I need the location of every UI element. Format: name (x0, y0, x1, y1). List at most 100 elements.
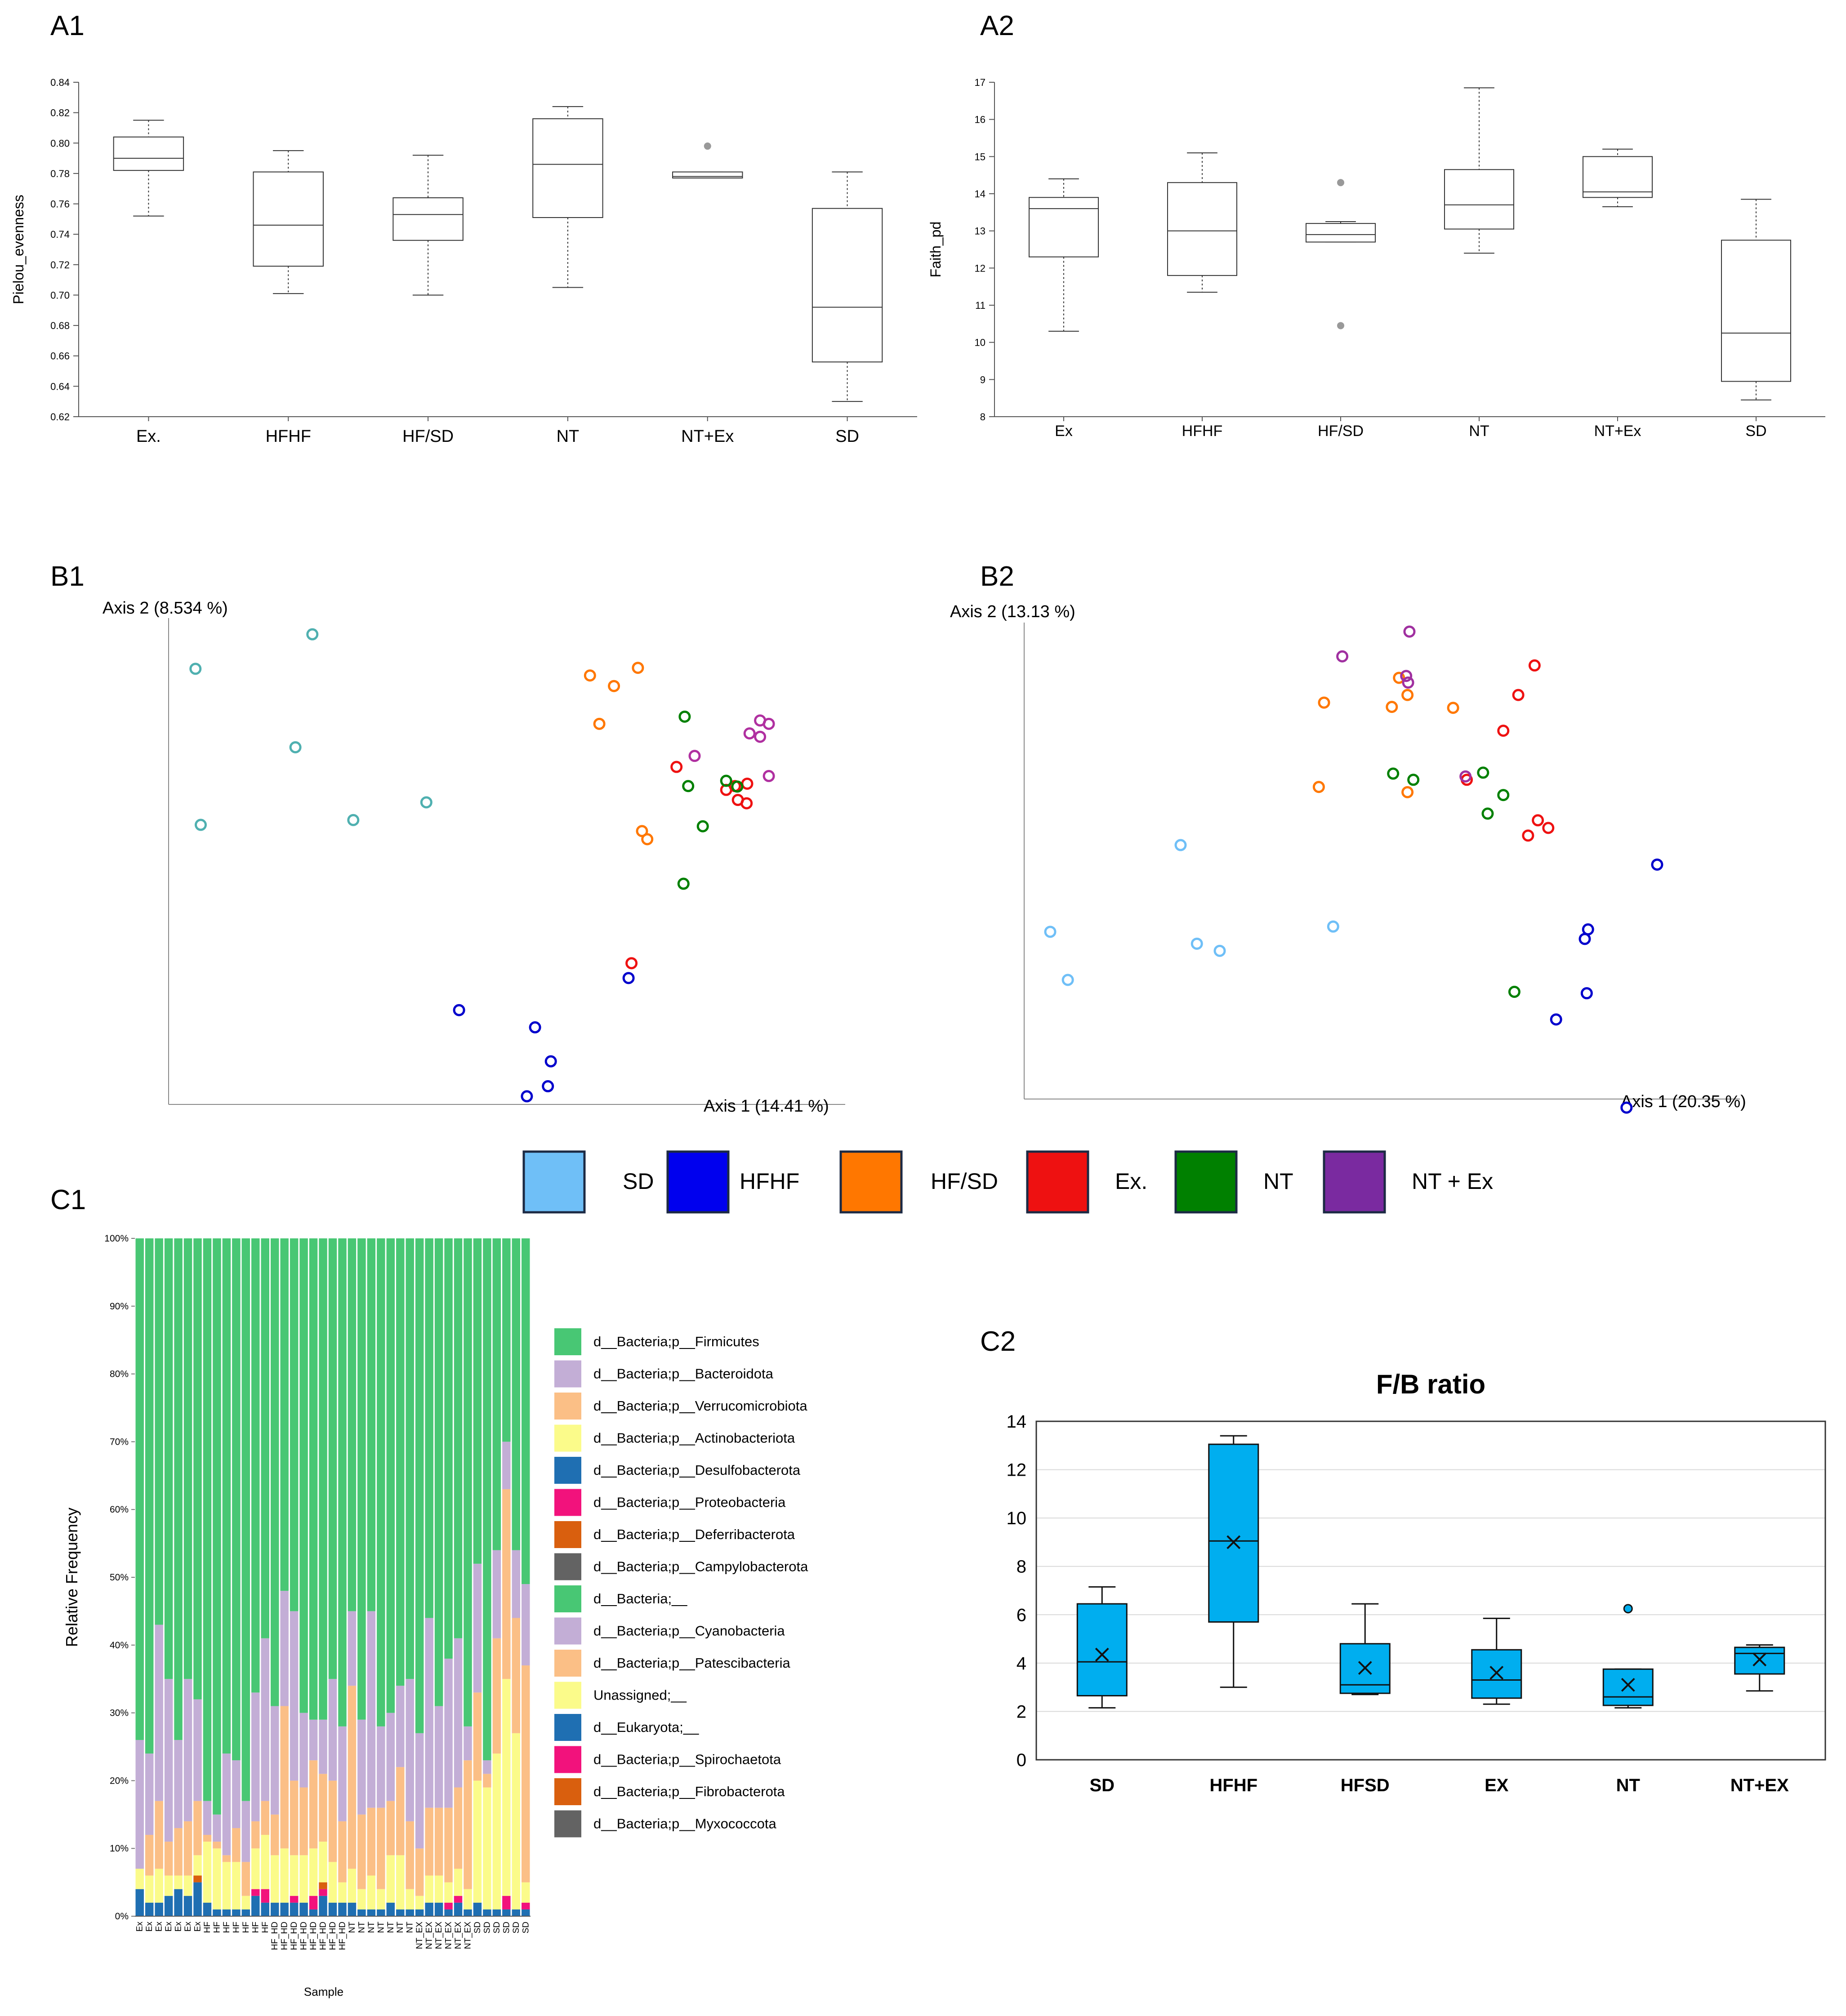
bar-segment (328, 1780, 337, 1862)
panel-label-b1: B1 (50, 561, 85, 592)
bar-segment (155, 1869, 163, 1903)
pcoa-point (1508, 986, 1520, 998)
bar-segment (328, 1679, 337, 1781)
legend-swatch (554, 1360, 581, 1388)
x-tick-label: HF/SD (1318, 423, 1364, 440)
pcoa-point (1580, 987, 1593, 1000)
y-tick-label: 0.62 (50, 411, 70, 423)
bar-segment-firmicutes (444, 1238, 453, 1659)
pcoa-point (740, 797, 753, 810)
bar-segment (386, 1801, 395, 1856)
x-tick-label: HFSD (1341, 1776, 1390, 1795)
bar-segment-firmicutes (406, 1238, 414, 1679)
y-tick-label: 80% (110, 1369, 129, 1380)
bar-segment (319, 1889, 327, 1896)
pielou-evenness-boxplot: 0.62 0.64 0.66 0.68 0.70 0.72 0.74 0.76 0.78 0.80… (10, 77, 917, 446)
sample-label: NT_EX (454, 1922, 463, 1949)
pcoa-point (1336, 650, 1349, 663)
bar-segment (415, 1848, 424, 1896)
bar-segment (425, 1902, 433, 1916)
sample-label: NT_EX (463, 1922, 473, 1949)
bar-segment-firmicutes (174, 1238, 183, 1740)
y-tick-label: 20% (110, 1776, 129, 1786)
bar-segment-firmicutes (135, 1238, 144, 1740)
bar-segment-firmicutes (367, 1238, 376, 1611)
bar-segment (290, 1780, 299, 1856)
legend-label: d__Bacteria;p__Verrucomicrobiota (593, 1398, 807, 1414)
bar-segment (280, 1706, 289, 1849)
pcoa-point (1497, 725, 1510, 737)
y-tick-label: 11 (975, 300, 985, 311)
iqr-box (392, 197, 464, 241)
bar-segment (367, 1875, 376, 1909)
bar-segment (155, 1801, 163, 1869)
bar-segment-firmicutes (348, 1238, 357, 1611)
pcoa-point (1327, 920, 1339, 933)
outlier-point (1623, 1604, 1633, 1614)
sample-label: Ex (164, 1922, 174, 1932)
bar-segment-firmicutes (357, 1238, 366, 1720)
bar-segment (348, 1686, 357, 1869)
bar-segment (319, 1774, 327, 1842)
bar-segment (155, 1624, 163, 1801)
bar-segment (213, 1842, 221, 1849)
bar-segment (406, 1821, 414, 1889)
bar-segment (406, 1889, 414, 1909)
bar-segment (270, 1706, 279, 1815)
sample-label: Ex (155, 1922, 164, 1932)
bar-segment (309, 1909, 318, 1916)
outlier-point (1337, 322, 1344, 329)
bar-segment (522, 1882, 530, 1903)
legend-label: d__Bacteria;p__Deferribacterota (593, 1526, 795, 1542)
bar-segment (299, 1855, 308, 1903)
iqr-box (1444, 169, 1514, 230)
bar-segment (241, 1909, 250, 1916)
pcoa-point (762, 717, 775, 730)
sample-label: NT (406, 1922, 415, 1933)
mean-marker (1621, 1678, 1635, 1692)
y-axis-label: Faith_pd (927, 222, 944, 278)
bar-segment (464, 1889, 472, 1909)
legend-swatch (554, 1457, 581, 1484)
bar-segment (270, 1902, 279, 1916)
bar-segment (492, 1638, 501, 1754)
bar-segment (183, 1821, 192, 1876)
legend-label: d__Bacteria;p__Patescibacteria (593, 1655, 790, 1671)
bar-segment (502, 1896, 511, 1909)
y-tick-label: 6 (1017, 1605, 1026, 1625)
bar-segment (377, 1889, 385, 1909)
bar-segment (377, 1807, 385, 1889)
legend-swatch (554, 1650, 581, 1677)
pcoa-point (1459, 770, 1472, 783)
bar-segment (386, 1902, 395, 1916)
y-tick-label: 14 (1007, 1412, 1027, 1432)
y-tick-label: 50% (110, 1572, 129, 1583)
bar-segment (522, 1902, 530, 1909)
bar-segment (367, 1807, 376, 1876)
bar-segment (512, 1733, 521, 1909)
x-tick-label: HFHF (1209, 1776, 1257, 1795)
legend-label: d__Bacteria;__ (593, 1591, 687, 1607)
pcoa-point (1542, 822, 1555, 834)
pcoa-point (1400, 670, 1413, 682)
bar-segment (174, 1828, 183, 1876)
bar-segment (319, 1842, 327, 1882)
bar-segment (299, 1713, 308, 1788)
y-tick-label: 100% (104, 1233, 129, 1244)
sample-label: HF (232, 1922, 241, 1933)
pcoa-point (1061, 974, 1074, 986)
y-tick-label: 0.72 (50, 259, 70, 271)
pcoa-point (670, 761, 683, 773)
bar-segment (261, 1902, 269, 1916)
bar-segment (464, 1909, 472, 1916)
bar-segment (512, 1618, 521, 1733)
pcoa-point (1582, 923, 1594, 936)
sample-label: NT_EX (425, 1922, 434, 1949)
pcoa-point (593, 717, 606, 730)
bar-segment (270, 1814, 279, 1856)
pcoa-point (195, 819, 207, 831)
bar-segment (464, 1760, 472, 1889)
y-axis-label: Pielou_evenness (10, 195, 27, 304)
pcoa-point (688, 750, 701, 762)
pcoa-point (189, 663, 202, 675)
